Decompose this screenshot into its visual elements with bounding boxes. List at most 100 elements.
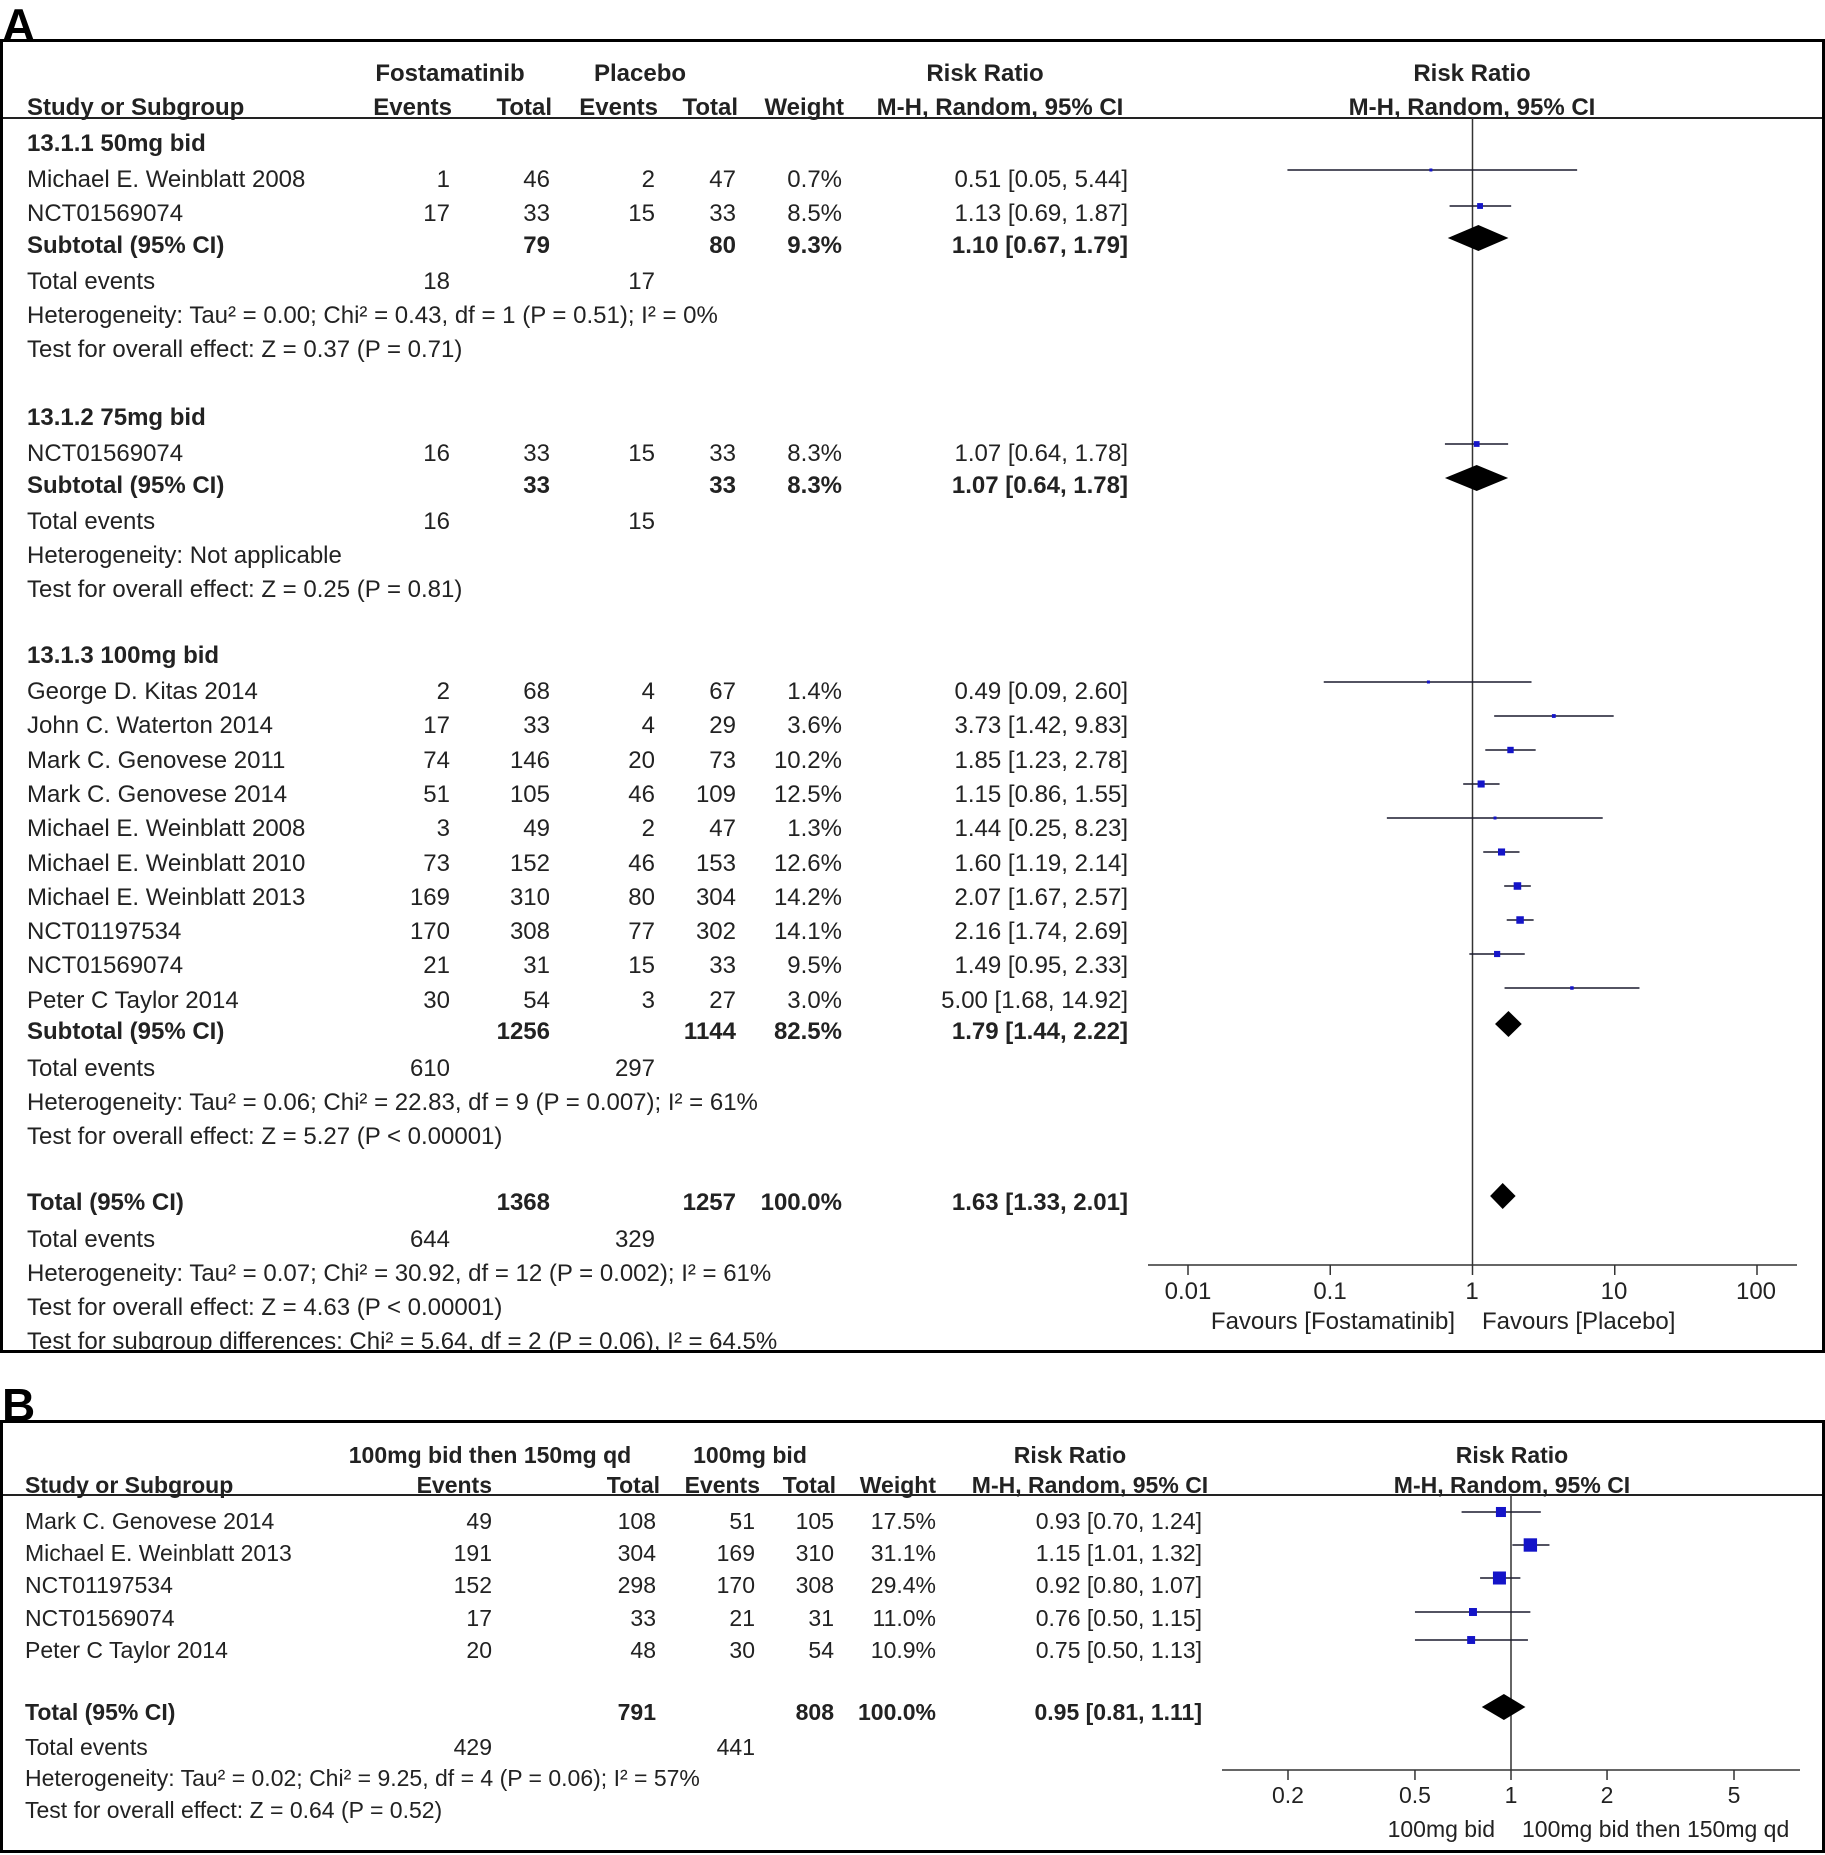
favours-right: Favours [Placebo] — [1482, 1308, 1676, 1335]
study-weight: 12.6% — [773, 850, 842, 877]
study-events1: 74 — [423, 747, 450, 774]
study-total1: 308 — [509, 918, 550, 945]
heterogeneity: Heterogeneity: Tau² = 0.02; Chi² = 9.25,… — [25, 1765, 700, 1791]
study-events2: 30 — [729, 1637, 755, 1663]
point-estimate-marker — [1516, 916, 1524, 924]
header-weight: Weight — [859, 1472, 936, 1498]
favours-right: 100mg bid then 150mg qd — [1522, 1816, 1790, 1842]
study-ci: 0.49 [0.09, 2.60] — [954, 678, 1128, 705]
study-name: Michael E. Weinblatt 2013 — [25, 1540, 292, 1566]
total-events2: 329 — [614, 1226, 655, 1253]
study-total1: 49 — [523, 815, 550, 842]
total-events1: 610 — [409, 1055, 450, 1082]
header-method-plot: M-H, Random, 95% CI — [1393, 1472, 1631, 1498]
point-estimate-marker — [1513, 882, 1522, 890]
study-total1: 33 — [523, 712, 550, 739]
subtotal-label: Subtotal (95% CI) — [27, 472, 225, 499]
study-total1: 46 — [523, 166, 550, 193]
study-name: Peter C Taylor 2014 — [27, 987, 239, 1014]
overall-effect: Test for overall effect: Z = 0.64 (P = 0… — [25, 1797, 443, 1823]
study-weight: 9.5% — [787, 952, 842, 979]
header-rr-plot: Risk Ratio — [1455, 1442, 1569, 1468]
study-weight: 12.5% — [773, 781, 842, 808]
study-events1: 152 — [453, 1572, 492, 1598]
study-weight: 10.9% — [870, 1637, 936, 1663]
total-events1: 16 — [423, 508, 450, 535]
study-events1: 2 — [436, 678, 450, 705]
study-events1: 73 — [423, 850, 450, 877]
point-estimate-marker — [1523, 1538, 1538, 1552]
subtotal-total1: 1256 — [496, 1018, 550, 1045]
forest-marks-a — [1148, 118, 1797, 1275]
axis-tick-label: 2 — [1600, 1782, 1614, 1808]
study-events2: 15 — [628, 440, 655, 467]
study-ci: 1.85 [1.23, 2.78] — [954, 747, 1128, 774]
study-events2: 46 — [628, 850, 655, 877]
study-total2: 67 — [709, 678, 736, 705]
header-method-plot: M-H, Random, 95% CI — [1348, 94, 1596, 121]
header-total1: Total — [606, 1472, 660, 1498]
study-events1: 51 — [423, 781, 450, 808]
total-events1: 18 — [423, 268, 450, 295]
header-group2: 100mg bid — [693, 1442, 807, 1468]
study-ci: 0.76 [0.50, 1.15] — [1035, 1605, 1202, 1631]
subtotal-weight: 9.3% — [787, 232, 842, 259]
point-estimate-marker — [1429, 168, 1433, 172]
study-events1: 17 — [423, 712, 450, 739]
study-events2: 3 — [641, 987, 655, 1014]
study-total2: 27 — [709, 987, 736, 1014]
study-total2: 302 — [695, 918, 736, 945]
point-estimate-marker — [1570, 986, 1574, 990]
point-estimate-marker — [1493, 816, 1497, 820]
study-name: Michael E. Weinblatt 2008 — [27, 815, 306, 842]
study-events2: 2 — [641, 166, 655, 193]
point-estimate-marker — [1492, 1571, 1506, 1585]
point-estimate-marker — [1426, 680, 1430, 684]
study-ci: 1.49 [0.95, 2.33] — [954, 952, 1128, 979]
study-ci: 0.75 [0.50, 1.13] — [1035, 1637, 1202, 1663]
study-weight: 17.5% — [870, 1508, 936, 1534]
total-events1: 644 — [409, 1226, 450, 1253]
study-total2: 153 — [695, 850, 736, 877]
study-events2: 20 — [628, 747, 655, 774]
forest-marks-b — [1222, 1495, 1800, 1780]
subgroup-differences: Test for subgroup differences: Chi² = 5.… — [27, 1330, 778, 1350]
axis-tick-label: 0.01 — [1164, 1278, 1212, 1305]
panel-a-frame — [0, 39, 1825, 1353]
subtotal-total2: 1144 — [683, 1018, 736, 1045]
header-group1: 100mg bid then 150mg qd — [348, 1442, 632, 1468]
pooled-diamond — [1490, 1183, 1516, 1209]
total-events-label: Total events — [27, 1226, 156, 1253]
subtotal-weight: 8.3% — [787, 472, 842, 499]
axis-tick-label: 1 — [1504, 1782, 1518, 1808]
subgroup-title: 13.1.3 100mg bid — [27, 642, 220, 669]
subtotal-total2: 33 — [709, 472, 736, 499]
total-events2: 15 — [628, 508, 655, 535]
study-events2: 170 — [716, 1572, 755, 1598]
heterogeneity: Heterogeneity: Tau² = 0.07; Chi² = 30.92… — [27, 1260, 772, 1287]
study-ci: 1.15 [1.01, 1.32] — [1035, 1540, 1202, 1566]
study-ci: 1.13 [0.69, 1.87] — [954, 200, 1128, 227]
point-estimate-marker — [1495, 1506, 1506, 1518]
study-name: NCT01197534 — [27, 918, 182, 945]
study-total2: 308 — [795, 1572, 834, 1598]
study-events2: 21 — [729, 1605, 755, 1631]
favours-left: Favours [Fostamatinib] — [1210, 1308, 1455, 1335]
study-ci: 3.73 [1.42, 9.83] — [954, 712, 1128, 739]
total-events2: 297 — [614, 1055, 655, 1082]
header-rr-table: Risk Ratio — [926, 60, 1044, 87]
study-total1: 298 — [617, 1572, 656, 1598]
subtotal-label: Subtotal (95% CI) — [27, 232, 225, 259]
study-events1: 17 — [423, 200, 450, 227]
study-weight: 0.7% — [787, 166, 842, 193]
panel-b-frame — [0, 1420, 1825, 1853]
study-ci: 1.60 [1.19, 2.14] — [954, 850, 1128, 877]
total-weight: 100.0% — [857, 1699, 936, 1725]
study-events2: 46 — [628, 781, 655, 808]
subtotal-label: Subtotal (95% CI) — [27, 1018, 225, 1045]
header-events2: Events — [579, 94, 658, 121]
total-total2: 1257 — [682, 1189, 736, 1216]
study-weight: 1.3% — [787, 815, 842, 842]
subgroup-title: 13.1.2 75mg bid — [27, 404, 206, 431]
axis-tick-label: 5 — [1727, 1782, 1741, 1808]
